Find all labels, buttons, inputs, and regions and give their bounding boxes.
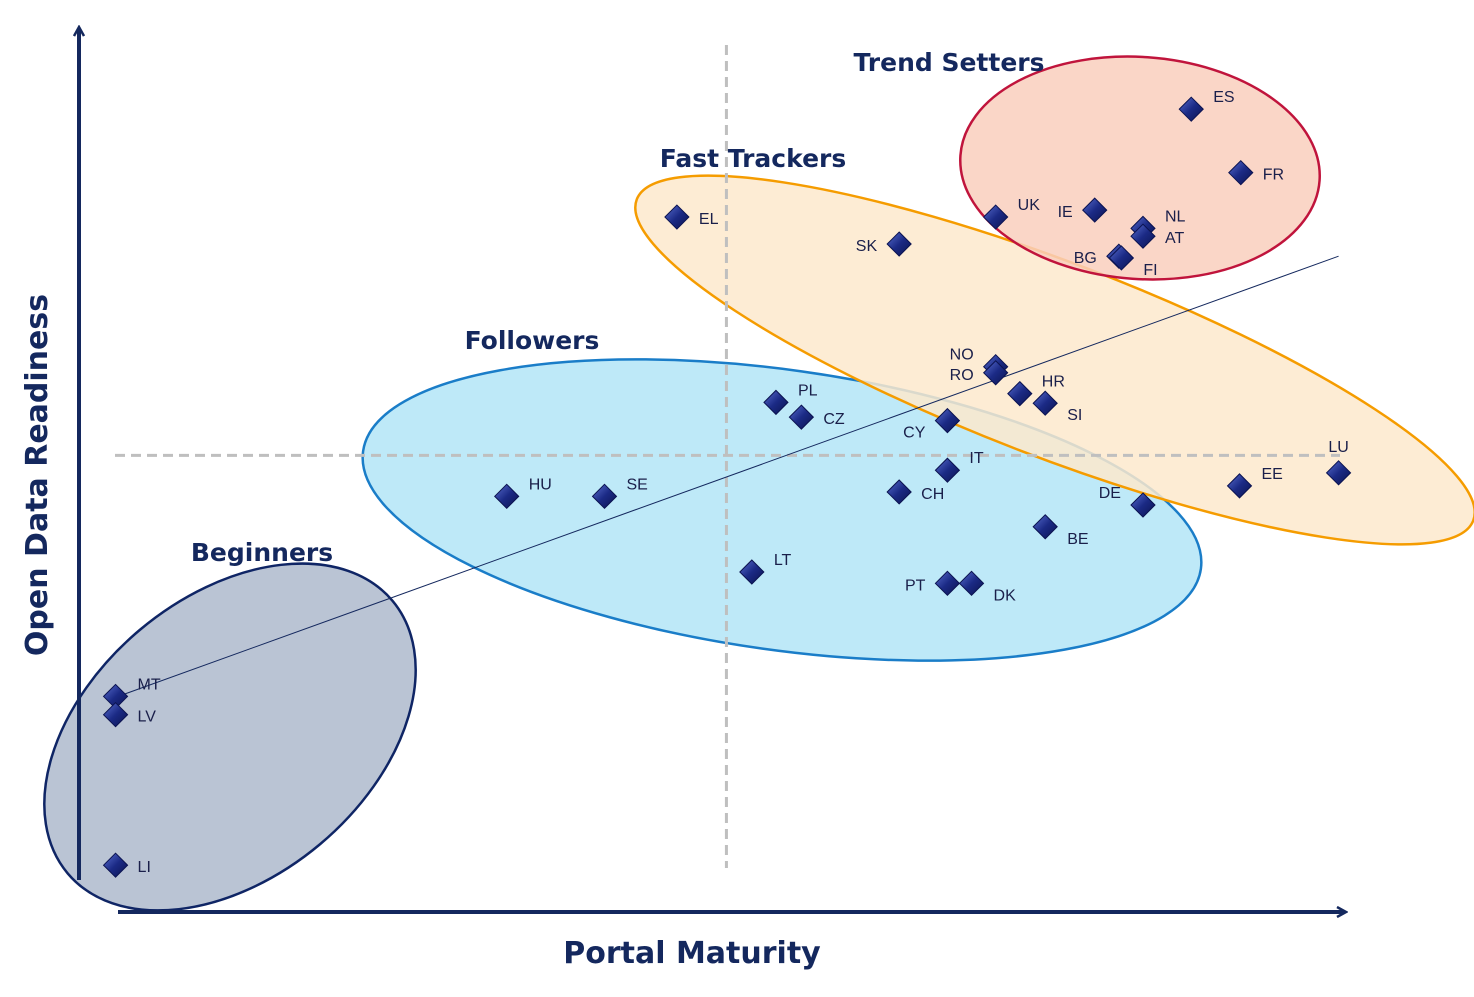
- point-label-ch: CH: [921, 486, 944, 503]
- point-li: [102, 852, 129, 878]
- group-titles: Beginners Followers Fast Trackers Trend Set…: [191, 48, 1045, 567]
- point-si: [1032, 390, 1058, 416]
- point-fr: [1228, 159, 1254, 186]
- group-title-followers: Followers: [465, 326, 600, 355]
- point-ie: [1082, 197, 1108, 223]
- point-sk: [886, 231, 912, 257]
- x-axis-title: Portal Maturity: [563, 936, 821, 971]
- point-lv: [102, 701, 129, 728]
- point-label-el: EL: [699, 211, 719, 228]
- group-title-fast-trackers: Fast Trackers: [660, 144, 846, 173]
- point-label-fr: FR: [1263, 167, 1284, 184]
- point-dk: [958, 570, 985, 597]
- point-label-dk: DK: [994, 587, 1017, 604]
- point-label-pl: PL: [798, 382, 818, 399]
- point-label-be: BE: [1067, 531, 1088, 548]
- group-ellipses: [43, 55, 1474, 912]
- point-label-no: NO: [950, 347, 974, 364]
- point-label-ie: IE: [1058, 204, 1073, 221]
- point-pt: [934, 570, 961, 597]
- point-hr: [1007, 380, 1033, 407]
- group-ellipse-trend-setters: [959, 55, 1321, 281]
- point-label-hu: HU: [529, 476, 552, 493]
- point-uk: [982, 204, 1009, 230]
- point-hu: [494, 483, 520, 510]
- group-ellipse-beginners: [43, 562, 417, 912]
- point-label-it: IT: [969, 450, 983, 467]
- point-de: [1130, 492, 1156, 518]
- group-title-beginners: Beginners: [191, 538, 333, 567]
- point-label-uk: UK: [1018, 197, 1041, 214]
- group-title-trend-setters: Trend Setters: [853, 48, 1044, 77]
- point-label-ro: RO: [950, 367, 974, 384]
- point-ch: [886, 479, 912, 505]
- point-label-at: AT: [1165, 230, 1184, 247]
- point-lu: [1325, 460, 1352, 486]
- y-axis-title: Open Data Readiness: [20, 294, 55, 656]
- point-label-se: SE: [627, 476, 648, 493]
- point-es: [1178, 96, 1204, 122]
- point-label-pt: PT: [905, 577, 926, 594]
- point-be: [1032, 514, 1058, 540]
- point-label-de: DE: [1099, 485, 1121, 502]
- point-label-nl: NL: [1165, 208, 1186, 225]
- point-label-cz: CZ: [823, 411, 845, 428]
- point-ro: [982, 360, 1009, 386]
- point-at: [1130, 223, 1156, 249]
- point-lt: [739, 559, 765, 585]
- point-label-lv: LV: [138, 709, 157, 726]
- point-label-si: SI: [1067, 407, 1082, 424]
- point-label-cy: CY: [903, 425, 926, 442]
- point-ee: [1226, 473, 1253, 499]
- point-se: [591, 483, 618, 510]
- point-it: [934, 457, 961, 483]
- point-cy: [934, 407, 961, 434]
- point-label-li: LI: [138, 859, 151, 876]
- point-label-hr: HR: [1042, 374, 1065, 391]
- point-label-fi: FI: [1143, 262, 1157, 279]
- point-label-lt: LT: [774, 552, 792, 569]
- point-label-sk: SK: [856, 238, 878, 255]
- point-label-lu: LU: [1328, 439, 1348, 456]
- point-label-mt: MT: [138, 676, 161, 693]
- reference-lines: [115, 45, 1340, 868]
- point-label-ee: EE: [1262, 466, 1283, 483]
- trend-line: [115, 255, 1339, 698]
- point-el: [664, 204, 690, 230]
- point-fi: [1108, 245, 1135, 271]
- point-label-es: ES: [1213, 89, 1234, 106]
- point-label-bg: BG: [1074, 250, 1097, 267]
- point-cz: [788, 404, 815, 430]
- point-pl: [763, 389, 789, 416]
